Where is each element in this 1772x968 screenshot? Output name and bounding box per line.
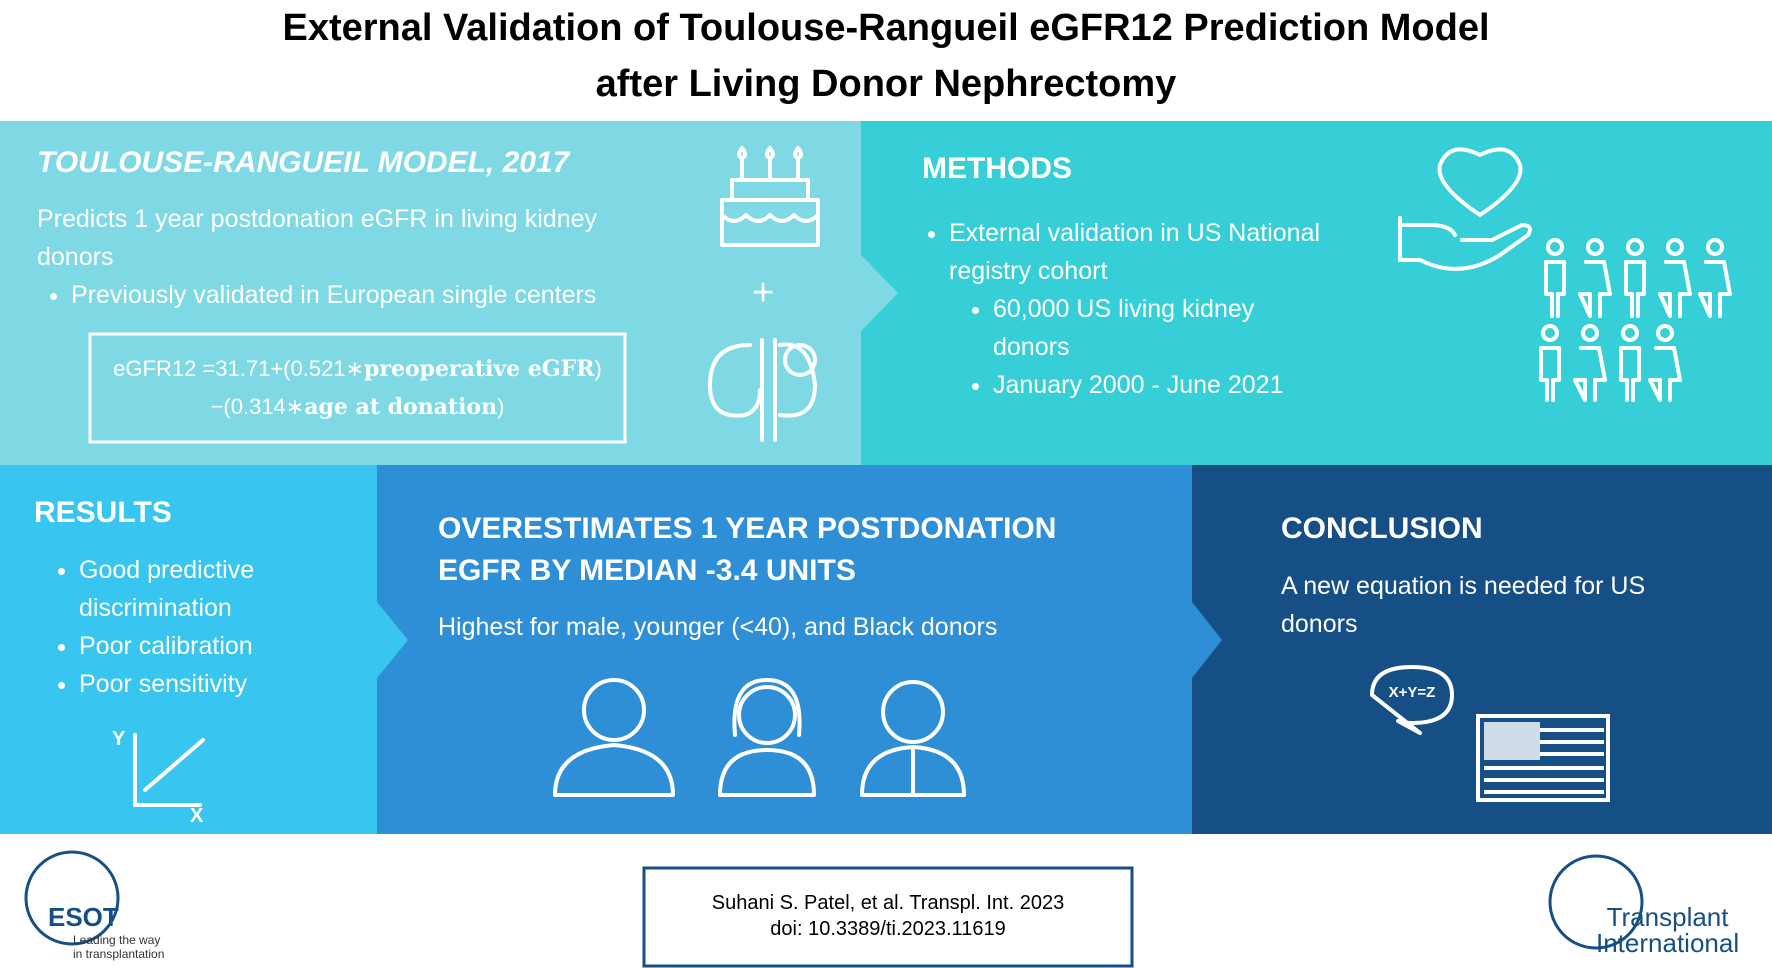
ti-logo-mark [1548,854,1644,950]
arrow [861,255,898,331]
people-icon [1539,238,1732,402]
citation: Suhani S. Patel, et al. Transpl. Int. 20… [644,890,1132,942]
plus-icon: + [752,272,775,314]
results-heading: RESULTS [34,496,172,529]
arrow [1192,602,1222,678]
formula: eGFR12 =31.71+(0.521∗preoperative eGFR)−… [100,350,615,426]
conclusion-panel [1192,465,1772,834]
formula-part: )−(0.314∗ [210,356,602,419]
logo-text: ESOT [48,902,119,932]
logo-text: in transplantation [73,947,165,961]
cake-icon [720,146,820,247]
formula-part: preoperative eGFR [363,356,595,382]
bullet: Previously validated in European single … [71,276,677,314]
formula-box [88,332,627,444]
hand-heart-icon [1398,147,1532,271]
methods-panel [861,121,1772,465]
bullet: Poor sensitivity [79,665,345,703]
finding-text: Highest for male, younger (<40), and Bla… [438,613,998,641]
conclusion-heading: CONCLUSION [1281,512,1483,545]
methods-heading: METHODS [922,152,1072,185]
conclusion-text: A new equation is needed for US donors [1281,572,1646,638]
citation-line: doi: 10.3389/ti.2023.11619 [770,918,1006,940]
formula-part: ) [497,394,505,419]
sub-bullet: January 2000 - June 2021 [993,366,1333,404]
results-panel [0,465,377,834]
logo-text: Transplant [1606,902,1729,932]
model-text: Predicts 1 year postdonation eGFR in liv… [37,200,677,314]
finding-panel [377,465,1192,834]
logo-text: International [1596,928,1740,958]
paragraph: Predicts 1 year postdonation eGFR in liv… [37,205,598,271]
bullet: Poor calibration [79,627,345,665]
esot-logo: ESOT Leading the way in transplantation [48,902,164,961]
formula-part: eGFR12 =31.71+(0.521∗ [113,356,364,381]
esot-logo-mark [24,850,120,946]
bullet: External validation in US National regis… [949,214,1385,290]
flag-icon [1476,714,1610,802]
logo-text: Leading the way [73,933,161,947]
axes-icon [133,733,205,807]
title-line: after Living Donor Nephrectomy [595,63,1177,105]
bubble-icon [1370,665,1454,735]
finding-heading: OVERESTIMATES 1 YEAR POSTDONATION EGFR B… [438,512,1057,587]
formula-part: age at donation [304,394,498,420]
results-text: Good predictive discrimination Poor cali… [45,551,345,703]
citation-box [642,866,1134,968]
arrow [377,602,408,678]
kidney-icon [708,338,817,442]
equation-icon: X+Y=Z [1388,684,1436,701]
model-heading: TOULOUSE-RANGUEIL MODEL, 2017 [37,146,570,179]
axis-label: Y [112,728,126,750]
ti-logo: Transplant International [1596,904,1739,956]
title-line: External Validation of Toulouse-Rangueil… [282,7,1490,49]
title: External Validation of Toulouse-Rangueil… [0,0,1772,112]
methods-text: External validation in US National regis… [915,214,1385,404]
faces-icon [553,678,966,797]
bullet: Good predictive discrimination [79,551,345,627]
citation-line: Suhani S. Patel, et al. Transpl. Int. 20… [711,892,1065,914]
axis-label: X [190,805,204,827]
sub-bullet: 60,000 US living kidney donors [993,290,1333,366]
